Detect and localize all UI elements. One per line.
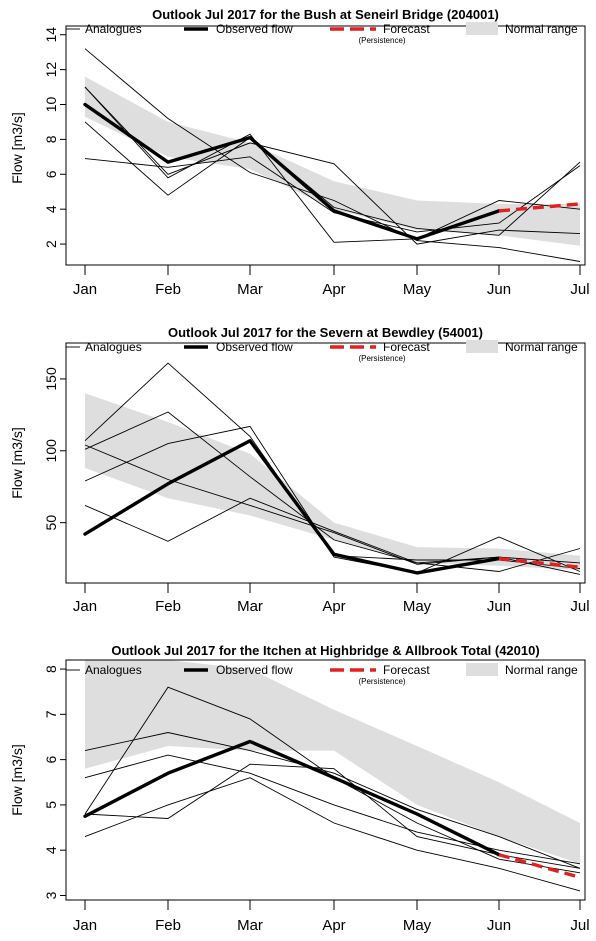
legend-forecast-label: Forecast xyxy=(383,22,430,36)
x-tick-label: Jun xyxy=(487,281,511,298)
plot-frame xyxy=(65,25,586,266)
analogue-line-2 xyxy=(84,86,581,243)
forecast-line xyxy=(498,202,581,213)
x-tick-label: Feb xyxy=(155,917,181,934)
x-tick-label: Feb xyxy=(155,598,181,615)
legend-analogues-label: Analogues xyxy=(85,663,142,677)
x-tick-label: Jul xyxy=(570,598,589,615)
x-tick-label: Mar xyxy=(237,917,263,934)
observed-flow-line xyxy=(83,439,501,575)
plot-frame xyxy=(65,342,586,584)
y-tick-label: 10 xyxy=(43,97,59,113)
x-tick-label: Mar xyxy=(237,598,263,615)
y-tick-label: 4 xyxy=(43,205,59,213)
legend-forecast-label: Forecast xyxy=(383,340,430,354)
chart-panel-1: Outlook Jul 2017 for the Bush at Seneirl… xyxy=(9,7,590,298)
y-tick-label: 5 xyxy=(43,801,59,809)
chart-title: Outlook Jul 2017 for the Itchen at Highb… xyxy=(111,643,539,658)
y-tick-label: 3 xyxy=(43,891,59,899)
normal-range-band xyxy=(85,393,580,571)
y-tick-label: 12 xyxy=(43,62,59,78)
normal-range-band xyxy=(85,660,580,864)
chart-title: Outlook Jul 2017 for the Severn at Bewdl… xyxy=(168,325,483,340)
y-axis-label: Flow [m3/s] xyxy=(9,744,25,816)
y-tick-label: 7 xyxy=(43,710,59,718)
forecast-line xyxy=(498,853,581,880)
chart-panel-3: Outlook Jul 2017 for the Itchen at Highb… xyxy=(9,643,590,934)
legend-observed-label: Observed flow xyxy=(216,340,293,354)
analogue-line-2 xyxy=(84,497,581,572)
legend-normal-label: Normal range xyxy=(505,340,578,354)
x-tick-label: Jun xyxy=(487,917,511,934)
legend-normal-swatch xyxy=(466,22,498,35)
y-axis-label: Flow [m3/s] xyxy=(9,427,25,499)
x-tick-label: Feb xyxy=(155,281,181,298)
x-tick-label: Apr xyxy=(322,281,345,298)
y-tick-label: 4 xyxy=(43,846,59,854)
legend-observed-label: Observed flow xyxy=(216,22,293,36)
x-tick-label: Apr xyxy=(322,598,345,615)
analogue-line-4 xyxy=(84,425,581,570)
legend-normal-swatch xyxy=(466,340,498,353)
legend-normal-label: Normal range xyxy=(505,22,578,36)
analogue-line-5 xyxy=(84,777,581,892)
x-tick-label: Jan xyxy=(73,281,97,298)
legend-analogues-label: Analogues xyxy=(85,22,142,36)
analogue-line-3 xyxy=(84,121,581,236)
plot-frame xyxy=(65,659,586,901)
observed-flow-line xyxy=(83,739,501,857)
y-tick-label: 8 xyxy=(43,665,59,673)
x-tick-label: May xyxy=(403,598,432,615)
observed-flow-line xyxy=(83,102,501,241)
chart-title: Outlook Jul 2017 for the Bush at Seneirl… xyxy=(152,7,499,22)
analogue-line-1 xyxy=(84,732,581,869)
y-tick-label: 14 xyxy=(43,27,59,43)
analogue-line-1 xyxy=(84,362,581,574)
x-tick-label: May xyxy=(403,917,432,934)
x-tick-label: Jul xyxy=(570,281,589,298)
x-tick-label: Jan xyxy=(73,598,97,615)
forecast-line xyxy=(498,556,581,569)
analogue-line-3 xyxy=(84,754,581,865)
y-tick-label: 6 xyxy=(43,756,59,764)
y-tick-label: 100 xyxy=(43,439,59,463)
legend-forecast-sublabel: (Persistence) xyxy=(358,36,405,45)
legend-analogues-label: Analogues xyxy=(85,340,142,354)
chart-panel-2: Outlook Jul 2017 for the Severn at Bewdl… xyxy=(9,325,590,615)
x-tick-label: Jan xyxy=(73,917,97,934)
y-tick-label: 150 xyxy=(43,367,59,391)
y-tick-label: 50 xyxy=(43,515,59,531)
analogue-line-5 xyxy=(84,86,581,245)
legend-forecast-sublabel: (Persistence) xyxy=(358,354,405,363)
analogue-line-4 xyxy=(84,156,581,233)
normal-range-band xyxy=(85,76,580,246)
y-tick-label: 8 xyxy=(43,135,59,143)
legend-forecast-sublabel: (Persistence) xyxy=(358,677,405,686)
x-tick-label: Apr xyxy=(322,917,345,934)
y-tick-label: 6 xyxy=(43,170,59,178)
legend-observed-label: Observed flow xyxy=(216,663,293,677)
x-tick-label: May xyxy=(403,281,432,298)
legend-normal-swatch xyxy=(466,663,498,676)
x-tick-label: Mar xyxy=(237,281,263,298)
legend-normal-label: Normal range xyxy=(505,663,578,677)
legend-forecast-label: Forecast xyxy=(383,663,430,677)
analogue-line-1 xyxy=(84,48,581,262)
x-tick-label: Jul xyxy=(570,917,589,934)
y-tick-label: 2 xyxy=(43,240,59,248)
y-axis-label: Flow [m3/s] xyxy=(9,112,25,184)
x-tick-label: Jun xyxy=(487,598,511,615)
